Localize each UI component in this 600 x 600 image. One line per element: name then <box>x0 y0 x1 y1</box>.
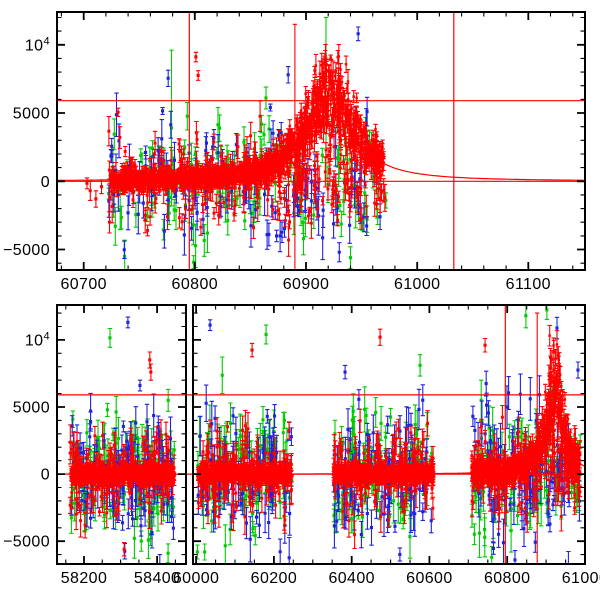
x-tick-label: 60800 <box>172 276 219 293</box>
y-tick-label: 104 <box>25 35 50 54</box>
model-curve <box>57 94 584 181</box>
major-ticks <box>57 305 186 564</box>
panel-frame-bl: 58200 58400 −5000 0 5000 104 <box>3 304 187 587</box>
x-tick-label: 58400 <box>134 570 181 587</box>
x-tick-label: 61000 <box>394 276 441 293</box>
blue-series-points <box>196 323 581 562</box>
x-tick-label: 60000 <box>173 570 220 587</box>
panel-frame-top: 60700 60800 60900 61000 61100 −5000 0 5000 104 <box>3 11 586 293</box>
x-tick-label: 58200 <box>61 570 108 587</box>
x-tick-label: 60700 <box>60 276 107 293</box>
axes-frame <box>56 304 187 565</box>
major-ticks <box>193 305 586 564</box>
x-tick-label: 61100 <box>506 276 551 293</box>
y-tick-label: 0 <box>41 467 50 484</box>
y-tick-label: −5000 <box>3 242 50 259</box>
x-tick-label: 60600 <box>406 570 453 587</box>
panel-data-br <box>193 305 585 564</box>
panel-data-top <box>57 16 584 270</box>
x-tick-label: 60400 <box>328 570 375 587</box>
x-tick-label: 60800 <box>484 570 531 587</box>
axes-frame <box>56 11 586 271</box>
panel-data-bl <box>68 316 177 564</box>
y-tick-label: 104 <box>25 330 50 349</box>
minor-ticks <box>57 12 585 270</box>
red-series-points <box>68 358 176 551</box>
x-tick-label: 60900 <box>283 276 330 293</box>
y-tick-label: 0 <box>41 174 50 191</box>
major-ticks <box>57 12 585 270</box>
minor-ticks <box>193 305 585 564</box>
y-tick-label: 5000 <box>13 106 50 123</box>
axes-frame <box>192 304 586 565</box>
x-tick-label: 61000 <box>562 570 600 587</box>
red-series-points <box>85 53 387 242</box>
y-tick-label: −5000 <box>3 534 50 551</box>
blue-series-points <box>70 320 175 553</box>
y-tick-label: 5000 <box>13 400 50 417</box>
minor-ticks <box>57 305 186 564</box>
x-tick-label: 60200 <box>251 570 298 587</box>
panel-frame-br: 60000 60200 60400 60600 60800 61000 <box>173 304 600 587</box>
